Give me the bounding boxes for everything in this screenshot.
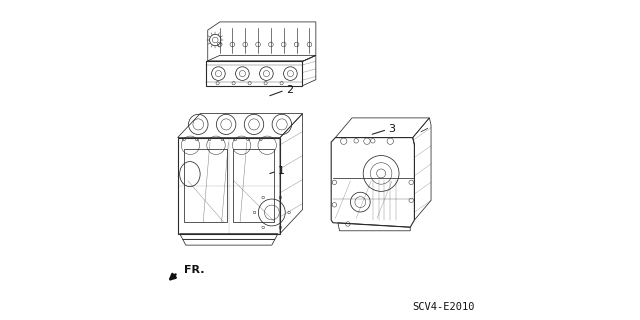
Text: 1: 1: [278, 165, 285, 176]
Text: SCV4-E2010: SCV4-E2010: [413, 302, 475, 312]
Text: 3: 3: [388, 124, 395, 134]
Text: FR.: FR.: [184, 265, 205, 275]
Text: 2: 2: [285, 84, 293, 95]
